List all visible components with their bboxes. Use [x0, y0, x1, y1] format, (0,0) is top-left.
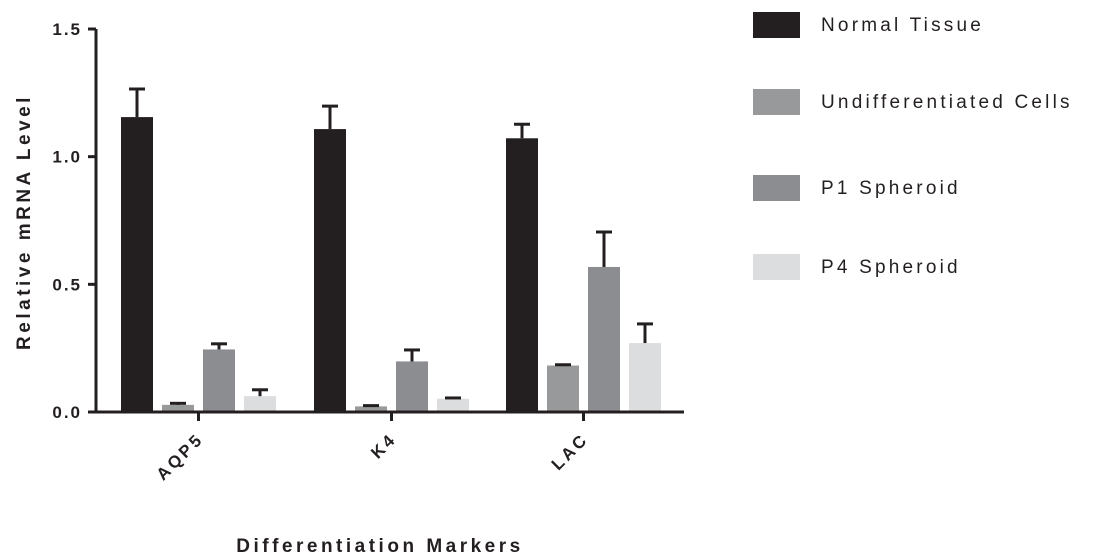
bar: [437, 398, 469, 412]
x-ticks: AQP5 K4 LAC: [153, 412, 593, 484]
x-axis-title: Differentiation Markers: [236, 536, 523, 554]
legend-swatch: [753, 89, 800, 115]
bar: [314, 129, 346, 412]
bar: [121, 117, 153, 412]
x-tick-label: AQP5: [153, 429, 208, 484]
legend-label: Normal Tissue: [821, 15, 984, 36]
bar: [162, 404, 194, 412]
legend-swatch: [753, 175, 800, 201]
bar: [547, 365, 579, 412]
y-tick-label: 0.0: [52, 403, 82, 422]
bars-layer: [121, 87, 661, 413]
axes-layer: [94, 29, 684, 414]
bar: [355, 406, 387, 412]
y-tick-label: 0.5: [52, 275, 82, 294]
bar: [244, 396, 276, 412]
bar: [203, 349, 235, 412]
y-tick-label: 1.5: [52, 20, 82, 39]
legend-label: P1 Spheroid: [821, 178, 961, 199]
legend-swatch: [753, 254, 800, 280]
y-axis-title: Relative mRNA Level: [14, 94, 35, 350]
bar: [396, 361, 428, 412]
x-tick-label: LAC: [548, 429, 593, 474]
x-tick-label: K4: [367, 429, 400, 462]
legend-label: P4 Spheroid: [821, 257, 961, 278]
bar: [629, 343, 661, 412]
y-ticks: 0.0 0.5 1.0 1.5: [52, 20, 96, 422]
legend-label: Undifferentiated Cells: [821, 92, 1073, 113]
bar: [588, 266, 620, 412]
bar: [506, 138, 538, 413]
legend: Normal Tissue Undifferentiated Cells P1 Sp…: [753, 12, 1073, 280]
legend-swatch: [753, 12, 800, 38]
y-tick-label: 1.0: [52, 148, 82, 167]
